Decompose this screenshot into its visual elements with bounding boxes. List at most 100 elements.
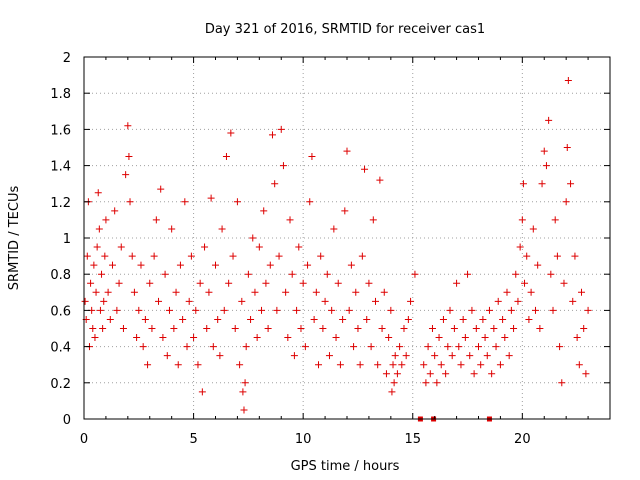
data-point xyxy=(455,343,463,351)
data-point xyxy=(201,243,209,251)
data-point xyxy=(385,334,393,342)
y-tick-label: 0.6 xyxy=(50,304,71,319)
data-point xyxy=(356,361,364,369)
data-point xyxy=(135,306,143,314)
data-point xyxy=(99,325,107,332)
x-tick-label: 0 xyxy=(80,432,88,447)
data-point xyxy=(505,352,513,360)
data-point xyxy=(264,325,272,332)
data-point xyxy=(198,388,206,396)
data-point xyxy=(247,315,255,323)
data-point xyxy=(284,334,292,342)
data-point xyxy=(87,279,95,287)
data-point xyxy=(374,361,382,369)
data-point xyxy=(428,325,436,332)
data-point xyxy=(549,306,557,314)
data-point xyxy=(310,315,318,323)
data-point xyxy=(525,315,533,323)
data-point xyxy=(325,352,333,360)
data-point xyxy=(190,334,198,342)
data-point xyxy=(361,165,369,173)
x-tick-label: 5 xyxy=(189,432,197,447)
data-point xyxy=(157,185,165,193)
y-tick-label: 1.6 xyxy=(50,123,71,138)
data-point xyxy=(501,334,509,342)
data-point xyxy=(350,343,358,351)
y-axis-ticks: 0 0.2 0.4 0.6 0.8 1 1.2 1.4 1.6 1.8 2 xyxy=(50,51,610,428)
y-axis-label: SRMTID / TECUs xyxy=(7,186,22,291)
data-point xyxy=(475,343,482,351)
data-point xyxy=(328,306,336,314)
data-point xyxy=(253,334,261,342)
data-point xyxy=(260,207,268,215)
data-point xyxy=(457,361,465,369)
data-point xyxy=(573,334,581,342)
data-point xyxy=(542,162,550,170)
data-point xyxy=(563,144,571,151)
data-point xyxy=(477,361,485,369)
data-point xyxy=(308,153,316,161)
data-point xyxy=(490,325,498,332)
data-point xyxy=(516,243,524,251)
data-point xyxy=(227,129,235,137)
data-point xyxy=(216,352,224,360)
data-point xyxy=(315,361,323,369)
data-point xyxy=(93,243,101,251)
data-point xyxy=(558,379,566,387)
y-tick-label: 1.8 xyxy=(50,87,71,102)
data-point xyxy=(108,261,116,269)
y-tick-label: 0 xyxy=(63,413,71,428)
y-tick-label: 1 xyxy=(63,232,71,247)
data-point xyxy=(119,325,127,332)
data-point xyxy=(273,306,281,314)
data-point xyxy=(426,370,434,378)
data-point xyxy=(168,225,176,233)
data-point xyxy=(442,370,450,378)
data-point xyxy=(556,343,564,351)
data-point xyxy=(187,252,195,260)
data-point xyxy=(323,270,331,278)
data-point xyxy=(148,325,156,332)
data-point xyxy=(299,279,307,287)
y-tick-label: 1.2 xyxy=(50,196,71,211)
x-axis-label: GPS time / hours xyxy=(291,459,400,474)
data-point xyxy=(225,279,233,287)
data-point xyxy=(130,288,138,296)
data-point xyxy=(332,334,340,342)
data-point xyxy=(150,252,158,260)
data-point xyxy=(192,306,200,314)
data-point xyxy=(317,252,325,260)
x-tick-label: 15 xyxy=(404,432,421,447)
data-point xyxy=(345,306,353,314)
x-axis-ticks: 0 5 10 15 20 xyxy=(80,57,589,447)
data-point xyxy=(444,343,452,351)
data-point xyxy=(133,334,141,342)
data-point xyxy=(277,125,285,133)
data-point xyxy=(94,189,102,197)
data-point xyxy=(336,361,344,369)
data-point xyxy=(472,325,480,332)
data-point xyxy=(238,297,246,305)
data-point xyxy=(518,216,526,224)
data-point xyxy=(390,379,398,387)
data-point xyxy=(255,243,263,251)
data-point xyxy=(569,297,577,305)
data-point xyxy=(321,297,329,305)
data-point xyxy=(286,216,294,224)
data-point xyxy=(104,288,112,296)
data-point xyxy=(152,216,160,224)
data-point xyxy=(422,379,430,387)
data-point xyxy=(461,334,469,342)
data-point xyxy=(358,252,366,260)
data-point xyxy=(297,325,305,332)
data-point xyxy=(141,315,149,323)
grid-lines xyxy=(84,57,610,419)
data-point xyxy=(220,306,228,314)
data-point xyxy=(402,352,410,360)
data-point xyxy=(92,288,100,296)
data-point xyxy=(163,352,171,360)
data-point xyxy=(564,77,572,85)
data-point xyxy=(81,297,89,305)
data-point xyxy=(527,288,535,296)
data-point xyxy=(536,325,544,332)
